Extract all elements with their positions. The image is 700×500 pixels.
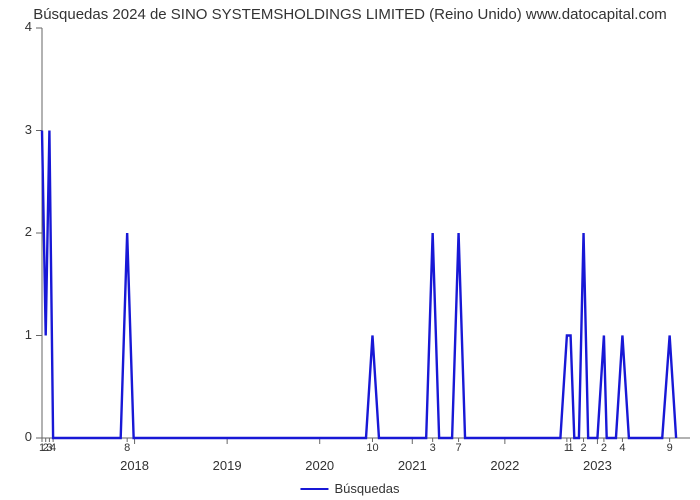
chart-plot	[0, 0, 700, 500]
x-value-label: 10	[366, 442, 378, 454]
x-value-label: 4	[619, 442, 625, 454]
x-value-label: 1	[568, 442, 574, 454]
x-year-label: 2022	[490, 458, 519, 473]
x-year-label: 2019	[213, 458, 242, 473]
x-value-label: 8	[124, 442, 130, 454]
chart-legend: Búsquedas	[300, 481, 399, 496]
y-tick-label: 2	[12, 224, 32, 239]
x-value-label: 3	[430, 442, 436, 454]
x-value-label: 4	[50, 442, 56, 454]
chart-container: Búsquedas 2024 de SINO SYSTEMSHOLDINGS L…	[0, 0, 700, 500]
x-year-label: 2018	[120, 458, 149, 473]
x-value-label: 9	[667, 442, 673, 454]
y-tick-label: 3	[12, 122, 32, 137]
legend-label: Búsquedas	[334, 481, 399, 496]
y-tick-label: 4	[12, 19, 32, 34]
x-value-label: 7	[456, 442, 462, 454]
y-tick-label: 0	[12, 429, 32, 444]
legend-line	[300, 488, 328, 490]
x-year-label: 2021	[398, 458, 427, 473]
x-value-label: 2	[580, 442, 586, 454]
y-tick-label: 1	[12, 327, 32, 342]
x-year-label: 2020	[305, 458, 334, 473]
x-value-label: 2	[601, 442, 607, 454]
x-year-label: 2023	[583, 458, 612, 473]
